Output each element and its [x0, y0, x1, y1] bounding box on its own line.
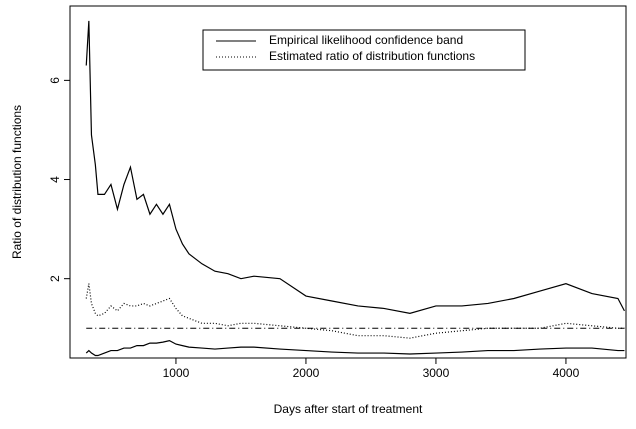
legend-box — [202, 29, 526, 71]
y-tick-label: 6 — [48, 77, 62, 84]
data-line — [85, 340, 625, 357]
y-axis-title: Ratio of distribution functions — [10, 105, 24, 259]
y-tick-label: 2 — [48, 275, 62, 282]
legend-label: Empirical likelihood confidence band — [269, 33, 463, 47]
x-tick-label: 1000 — [163, 366, 190, 380]
plot-frame — [69, 5, 627, 359]
data-line — [85, 283, 625, 339]
data-line — [85, 20, 625, 314]
y-tick-label: 4 — [48, 176, 62, 183]
x-tick-label: 4000 — [553, 366, 580, 380]
x-axis-title: Days after start of treatment — [274, 402, 423, 416]
x-tick-label: 3000 — [423, 366, 450, 380]
x-tick-label: 2000 — [293, 366, 320, 380]
legend-label: Estimated ratio of distribution function… — [269, 49, 475, 63]
